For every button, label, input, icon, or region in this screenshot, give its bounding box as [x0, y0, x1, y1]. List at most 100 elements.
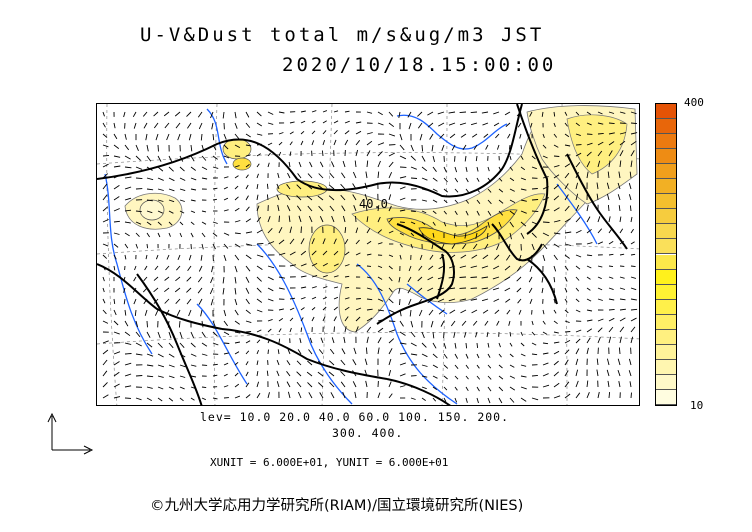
wind-arrow [465, 199, 469, 204]
wind-arrow [256, 205, 260, 212]
wind-arrow [278, 111, 285, 114]
wind-arrow [212, 374, 218, 377]
wind-arrow [355, 149, 359, 157]
wind-arrow [355, 140, 361, 146]
wind-arrow [448, 287, 456, 290]
wind-arrow [432, 166, 437, 172]
wind-arrow [575, 338, 581, 344]
wind-arrow [317, 382, 324, 388]
wind-arrow [366, 298, 373, 301]
wind-arrow [190, 144, 193, 152]
wind-arrow [366, 336, 369, 344]
wind-arrow [520, 342, 525, 347]
wind-arrow [377, 327, 384, 333]
wind-arrow [322, 238, 326, 245]
wind-arrow [629, 381, 632, 388]
wind-arrow [300, 286, 307, 289]
wind-arrow [179, 353, 186, 358]
wind-arrow [454, 210, 458, 216]
wind-arrow [223, 197, 229, 201]
dust-blob-5 [139, 199, 165, 221]
wind-arrow [153, 276, 159, 281]
wind-arrow [427, 287, 434, 292]
wind-arrow [157, 386, 164, 390]
wind-arrow [509, 199, 516, 203]
wind-arrow [465, 386, 469, 392]
wind-arrow [498, 188, 504, 193]
wind-arrow [619, 317, 626, 322]
wind-arrow [277, 172, 280, 179]
wind-arrow [179, 221, 184, 226]
wind-arrow [427, 298, 434, 304]
wind-arrow [223, 133, 227, 140]
dust-region-ne [566, 114, 628, 175]
wind-arrow [465, 353, 469, 359]
wind-arrow [553, 395, 561, 399]
wind-arrow [516, 265, 522, 272]
wind-arrow [487, 166, 490, 172]
wind-arrow [168, 221, 173, 226]
wind-arrow [311, 316, 315, 322]
wind-arrow [575, 193, 579, 201]
wind-arrow [421, 210, 427, 214]
wind-arrow [487, 364, 492, 369]
wind-arrow [322, 274, 328, 278]
wind-arrow [482, 254, 489, 260]
wind-arrow [388, 393, 393, 399]
wind-arrow [102, 144, 109, 148]
wind-arrow [542, 254, 546, 262]
wind-arrow [198, 122, 203, 130]
wind-arrow [256, 242, 264, 245]
wind-arrow [619, 336, 622, 344]
wind-arrow [564, 111, 568, 116]
wind-arrow [531, 342, 537, 346]
wind-arrow [102, 183, 108, 190]
wind-arrow [167, 320, 170, 328]
wind-arrow [509, 353, 514, 358]
wind-arrow [509, 375, 516, 379]
wind-arrow [487, 342, 490, 348]
wind-arrow [418, 309, 423, 317]
wind-arrow [286, 184, 291, 190]
wind-arrow [629, 171, 632, 179]
wind-arrow [168, 386, 174, 390]
wind-arrow [168, 177, 175, 182]
wind-arrow [344, 264, 350, 267]
wind-arrow [355, 252, 361, 256]
wind-arrow [278, 239, 285, 245]
wind-arrow [223, 309, 227, 317]
wind-arrow [575, 309, 581, 313]
wind-arrow [619, 326, 625, 333]
wind-arrow [124, 373, 132, 377]
wind-arrow [388, 381, 392, 388]
wind-arrow [267, 287, 274, 292]
wind-arrow [333, 129, 338, 135]
wind-arrow [328, 371, 335, 377]
colorbar-segment [656, 209, 676, 225]
wind-arrow [190, 386, 196, 389]
wind-arrow [102, 370, 108, 377]
wind-arrow [201, 177, 208, 180]
wind-arrow [542, 209, 550, 212]
wind-arrow [427, 276, 434, 281]
wind-arrow [481, 111, 489, 114]
wind-arrow [234, 309, 239, 316]
wind-arrow [234, 111, 237, 119]
wind-arrow [399, 133, 403, 141]
wind-arrow [187, 265, 192, 272]
wind-arrow [102, 382, 108, 388]
wind-arrow [608, 150, 613, 157]
wind-arrow [487, 353, 491, 358]
wind-arrow [124, 209, 132, 212]
wind-arrow [102, 218, 109, 223]
wind-arrow [597, 141, 604, 146]
wind-arrow [553, 276, 556, 283]
wind-arrow [245, 276, 250, 283]
wind-arrow [267, 216, 271, 223]
wind-arrow [564, 243, 572, 246]
wind-arrow [113, 254, 117, 260]
wind-arrow [586, 337, 591, 344]
wind-arrow [144, 309, 148, 316]
wind-arrow [531, 144, 535, 149]
wind-arrow [256, 276, 262, 282]
